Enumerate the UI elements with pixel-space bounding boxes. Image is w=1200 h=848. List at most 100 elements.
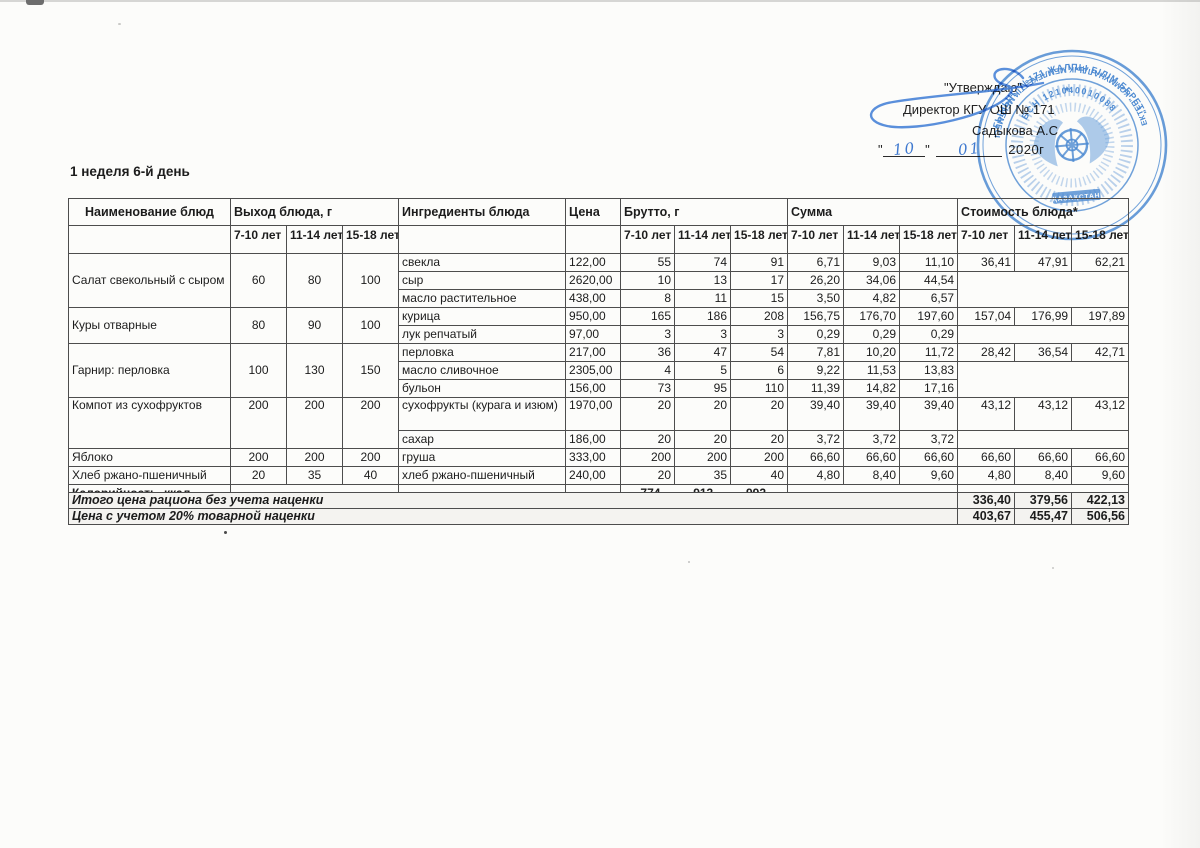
cost-blank-cell	[957, 271, 1130, 308]
sum-value: 44,54	[899, 271, 959, 290]
dish-name: Куры отварные	[68, 307, 231, 344]
header-blank	[68, 225, 231, 254]
gross-value: 208	[730, 307, 789, 326]
summary-row: Итого цена рациона без учета наценки 336…	[68, 492, 1129, 509]
sum-value: 26,20	[787, 271, 845, 290]
header-cost: Стоимость блюда*	[957, 198, 1130, 226]
gross-value: 110	[730, 379, 789, 398]
sum-value: 6,57	[899, 289, 959, 308]
gross-value: 20	[620, 430, 676, 449]
gross-value: 20	[674, 430, 732, 449]
output-value: 35	[286, 466, 343, 485]
output-value: 200	[341, 397, 400, 449]
ingredient-name: лук репчатый	[398, 325, 567, 344]
gross-value: 3	[620, 325, 676, 344]
age-col: 11-14 лет	[286, 225, 343, 254]
price-value: 156,00	[565, 379, 622, 398]
stamp-banner: ҚАЗАҚСТАН	[1052, 192, 1100, 203]
ingredient-name: масло сливочное	[398, 361, 567, 380]
cost-blank-cell	[957, 430, 1130, 449]
age-col: 15-18 лет	[1071, 225, 1130, 254]
cost-value: 47,91	[1014, 253, 1073, 272]
sum-value: 34,06	[843, 271, 901, 290]
cost-value: 197,89	[1071, 307, 1130, 326]
output-value: 100	[230, 343, 287, 398]
header-blank	[565, 225, 622, 254]
table-row: Гарнир: перловка 100 130 150 перловка 21…	[68, 343, 1130, 398]
header-price: Цена	[565, 198, 622, 226]
table-row: Компот из сухофруктов 200 200 200 сухофр…	[68, 397, 1130, 449]
cost-blank-cell	[957, 361, 1130, 398]
gross-value: 165	[620, 307, 676, 326]
cost-value: 66,60	[1071, 448, 1130, 467]
sum-value: 3,72	[899, 430, 959, 449]
gross-value: 73	[620, 379, 676, 398]
header-output: Выход блюда, г	[229, 198, 400, 226]
output-value: 150	[341, 343, 400, 398]
output-value: 100	[341, 307, 400, 344]
sum-value: 66,60	[787, 448, 845, 467]
ingredient-name: груша	[398, 448, 567, 467]
gross-value: 10	[620, 271, 676, 290]
age-col: 11-14 лет	[843, 225, 901, 254]
gross-value: 3	[730, 325, 789, 344]
sum-value: 14,82	[843, 379, 901, 398]
page-title: 1 неделя 6-й день	[70, 164, 190, 179]
age-col: 7-10 лет	[230, 225, 287, 254]
sum-value: 11,72	[899, 343, 959, 362]
dish-name: Салат свекольный с сыром	[68, 253, 231, 308]
summary-value: 379,56	[1014, 492, 1072, 509]
gross-value: 40	[730, 466, 789, 485]
table-row: Яблоко 200 200 200 груша 333,00 200 200 …	[68, 448, 1130, 467]
dish-name: Хлеб ржано-пшеничный	[68, 466, 231, 485]
price-value: 2305,00	[565, 361, 622, 380]
sum-value: 4,82	[843, 289, 901, 308]
sum-value: 197,60	[899, 307, 959, 326]
ingredient-name: масло растительное	[398, 289, 567, 308]
cost-value: 43,12	[957, 397, 1016, 431]
ingredient-name: курица	[398, 307, 567, 326]
output-value: 60	[230, 253, 287, 308]
sum-value: 7,81	[787, 343, 845, 362]
gross-value: 4	[620, 361, 676, 380]
price-value: 2620,00	[565, 271, 622, 290]
ingredient-name: сахар	[398, 430, 567, 449]
sum-value: 9,22	[787, 361, 845, 380]
table-row: Салат свекольный с сыром 60 80 100 свекл…	[68, 253, 1130, 308]
cost-value: 28,42	[957, 343, 1016, 362]
sum-value: 176,70	[843, 307, 901, 326]
output-value: 200	[230, 448, 287, 467]
sum-value: 39,40	[843, 397, 901, 431]
gross-value: 47	[674, 343, 732, 362]
dish-name: Гарнир: перловка	[68, 343, 231, 398]
gross-value: 5	[674, 361, 732, 380]
price-value: 1970,00	[565, 397, 622, 431]
summary-row: Цена с учетом 20% товарной наценки 403,6…	[68, 508, 1129, 525]
cost-value: 42,71	[1071, 343, 1130, 362]
summary-value: 506,56	[1071, 508, 1129, 525]
scan-speck	[224, 531, 227, 534]
output-value: 80	[286, 253, 343, 308]
output-value: 100	[341, 253, 400, 308]
scan-edge-artifact	[0, 0, 1200, 2]
sum-value: 0,29	[843, 325, 901, 344]
header-sum: Сумма	[787, 198, 959, 226]
age-col: 7-10 лет	[620, 225, 676, 254]
price-value: 122,00	[565, 253, 622, 272]
header-blank	[398, 225, 567, 254]
sum-value: 4,80	[787, 466, 845, 485]
gross-value: 11	[674, 289, 732, 308]
gross-value: 6	[730, 361, 789, 380]
header-gross: Брутто, г	[620, 198, 789, 226]
gross-value: 3	[674, 325, 732, 344]
cost-value: 66,60	[957, 448, 1016, 467]
date-close-quote: "	[925, 142, 931, 157]
sum-value: 10,20	[843, 343, 901, 362]
age-col: 7-10 лет	[957, 225, 1016, 254]
sum-value: 156,75	[787, 307, 845, 326]
output-value: 130	[286, 343, 343, 398]
sum-value: 3,72	[787, 430, 845, 449]
cost-blank-cell	[957, 325, 1130, 344]
cost-value: 36,41	[957, 253, 1016, 272]
cost-value: 66,60	[1014, 448, 1073, 467]
